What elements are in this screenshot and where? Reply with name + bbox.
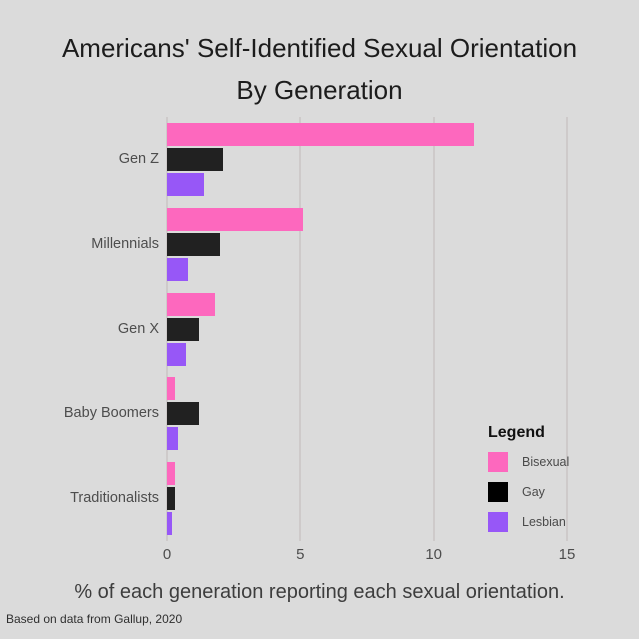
legend: Legend Bisexual Gay Lesbian [488,424,618,541]
source-note: Based on data from Gallup, 2020 [6,612,183,626]
bar-gen-z-bisexual [167,122,474,146]
legend-swatch-gay [488,481,508,502]
y-axis-label-gen-z: Gen Z [118,151,159,167]
bar-baby-boomers-lesbian [167,427,178,451]
bar-millennials-gay [167,232,221,256]
y-axis-label-traditionalists: Traditionalists [70,490,159,507]
x-axis-tick-labels: 0 5 10 15 [163,546,585,566]
gridline-x-5 [299,117,302,541]
bar-millennials-lesbian [167,257,189,281]
bar-gen-x-gay [167,317,199,341]
legend-label-lesbian: Lesbian [522,514,566,529]
legend-label-bisexual: Bisexual [522,454,570,469]
bar-baby-boomers-gay [167,402,199,426]
x-axis-tick-label-15: 15 [558,546,576,563]
legend-items: Bisexual Gay Lesbian [488,451,618,532]
y-axis-labels: Gen Z Millennials Gen X Baby Boomers Traditi… [0,117,159,541]
chart-title-line-1: Americans' Self-Identified Sexual Orient… [61,33,578,63]
bar-traditionalists-lesbian [167,512,173,536]
x-axis-tick-label-5: 5 [296,546,305,563]
legend-swatch-lesbian [488,511,508,532]
x-axis-caption: % of each generation reporting each sexu… [74,581,565,603]
x-axis-tick-label-0: 0 [162,546,172,563]
bar-traditionalists-bisexual [167,462,175,486]
plot-area [166,117,585,541]
legend-label-gay: Gay [522,484,545,499]
gridline-x-15 [566,117,568,541]
legend-swatch-bisexual [488,451,508,472]
bar-gen-z-lesbian [167,172,205,196]
bar-millennials-bisexual [167,207,303,231]
chart-title: Americans' Self-Identified Sexual Orient… [0,27,639,111]
gridline-x-10 [432,117,435,541]
legend-item-gay: Gay [488,481,618,502]
y-axis-label-millennials: Millennials [91,235,159,252]
legend-title: Legend [488,424,545,441]
bar-gen-x-lesbian [167,342,186,366]
chart-title-line-2: By Generation [236,75,403,105]
bar-gen-x-bisexual [167,292,215,316]
bar-baby-boomers-bisexual [167,377,175,401]
x-axis-tick-label-10: 10 [425,546,442,563]
legend-item-bisexual: Bisexual [488,451,618,472]
y-axis-label-baby-boomers: Baby Boomers [63,405,159,422]
bar-traditionalists-gay [167,487,175,511]
legend-item-lesbian: Lesbian [488,511,618,532]
y-axis-label-gen-x: Gen X [117,320,159,337]
bar-gen-z-gay [167,147,223,171]
